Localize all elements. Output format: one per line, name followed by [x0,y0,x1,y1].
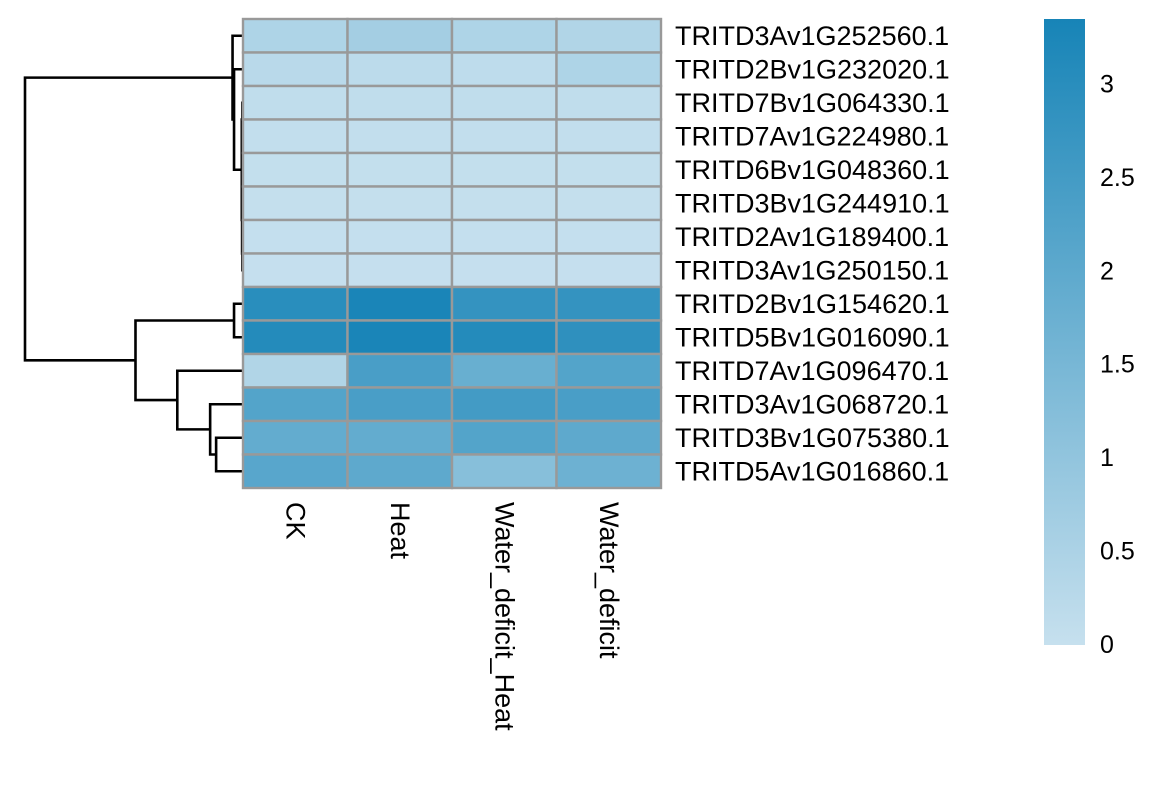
row-label: TRITD5Av1G016860.1 [675,456,949,486]
heatmap-cell [241,51,349,88]
heatmap-cell [346,319,454,356]
heatmap-cell [346,386,454,423]
column-label: Heat [385,502,415,560]
colorbar [1044,19,1085,645]
colorbar-tick-label: 1.5 [1100,351,1135,379]
heatmap-cell [555,151,663,188]
heatmap-cell [241,285,349,322]
row-label: TRITD3Av1G250150.1 [675,255,949,285]
heatmap-cell [450,252,558,289]
heatmap-cell [346,218,454,255]
row-label: TRITD3Av1G068720.1 [675,389,949,419]
heatmap-cell [555,453,663,490]
heatmap-cell [346,51,454,88]
heatmap-cell [555,118,663,155]
heatmap-cell [241,419,349,456]
heatmap-cells [241,17,663,490]
heatmap-cell [555,352,663,389]
heatmap-cell [241,252,349,289]
row-label: TRITD2Av1G189400.1 [675,222,949,252]
column-label: Water_deficit_Heat [489,502,519,731]
heatmap-cell [346,84,454,121]
heatmap-cell [346,17,454,54]
heatmap-cell [241,17,349,54]
heatmap-cell [555,17,663,54]
heatmap-cell [555,319,663,356]
colorbar-tick-label: 0.5 [1100,538,1135,566]
heatmap-cell [346,252,454,289]
dendrogram-branch [134,319,235,402]
heatmap-cell [555,218,663,255]
row-label: TRITD6Bv1G048360.1 [675,155,950,185]
heatmap-cell [450,352,558,389]
heatmap-cell [346,285,454,322]
heatmap-cell [241,118,349,155]
color-legend: 0 0.5 1 1.5 2 2.5 3 [1044,19,1135,659]
dendrogram-branch [214,436,243,473]
row-label: TRITD2Bv1G232020.1 [675,54,950,84]
heatmap-cell [555,285,663,322]
heatmap-cell [450,51,558,88]
heatmap-cell [450,218,558,255]
heatmap-cell [555,185,663,222]
column-labels: CK Heat Water_deficit_Heat Water_deficit [280,502,624,731]
heatmap-cell [450,185,558,222]
heatmap-cell [450,419,558,456]
heatmap-cell [555,84,663,121]
colorbar-tick-label: 2.5 [1100,164,1135,192]
heatmap-cell [241,151,349,188]
column-label: Water_deficit [594,502,624,659]
row-label: TRITD3Bv1G075380.1 [675,423,950,453]
heatmap-cell [555,419,663,456]
heatmap-cell [241,352,349,389]
heatmap-cell [450,453,558,490]
heatmap-cell [346,453,454,490]
colorbar-tick-label: 0 [1100,631,1114,659]
heatmap-cell [450,319,558,356]
row-label: TRITD7Av1G224980.1 [675,121,949,151]
heatmap-cell [346,185,454,222]
row-label: TRITD7Av1G096470.1 [675,356,949,386]
column-label: CK [280,502,310,540]
heatmap-cell [241,218,349,255]
colorbar-tick-label: 3 [1100,70,1114,98]
row-label: TRITD3Bv1G244910.1 [675,188,950,218]
heatmap-cell [346,151,454,188]
heatmap-cell [555,252,663,289]
row-label: TRITD3Av1G252560.1 [675,21,949,51]
dendrogram-branch [232,302,243,339]
dendrogram-branch [23,76,233,362]
heatmap-cell [450,386,558,423]
colorbar-tick-label: 1 [1100,444,1114,472]
heatmap-cell [450,118,558,155]
dendrogram-branch [231,34,243,121]
dendrogram-branch [208,402,243,456]
row-label: TRITD2Bv1G154620.1 [675,289,950,319]
heatmap-cell [450,151,558,188]
heatmap-cell [346,352,454,389]
heatmap-cell [555,51,663,88]
heatmap-cell [450,285,558,322]
heatmap-cell [346,419,454,456]
heatmap-cell [450,17,558,54]
heatmap-cell [555,386,663,423]
row-label: TRITD7Bv1G064330.1 [675,88,950,118]
row-label: TRITD5Bv1G016090.1 [675,322,950,352]
heatmap-cell [241,185,349,222]
heatmap-cell [241,386,349,423]
heatmap-cell [346,118,454,155]
row-dendrogram [23,34,244,473]
heatmap-cell [241,84,349,121]
heatmap-cell [241,453,349,490]
heatmap-cell [241,319,349,356]
colorbar-tick-label: 2 [1100,257,1114,285]
heatmap-cell [450,84,558,121]
